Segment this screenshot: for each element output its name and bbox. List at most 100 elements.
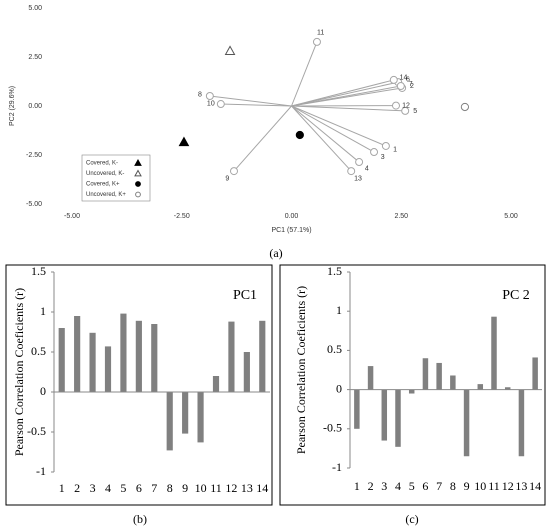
legend-label: Covered, K+ bbox=[86, 182, 120, 188]
bar bbox=[367, 366, 374, 390]
x-tick-label: 6 bbox=[422, 479, 428, 493]
x-tick-label: 7 bbox=[436, 479, 442, 493]
x-axis-label: PC1 (57.1%) bbox=[271, 227, 311, 234]
bar bbox=[491, 316, 497, 390]
vector-label: 9 bbox=[225, 175, 229, 182]
x-tick-label: 1 bbox=[354, 479, 360, 493]
vector-label: 6 bbox=[406, 77, 410, 84]
bar bbox=[504, 387, 511, 390]
x-tick-label: 2 bbox=[74, 481, 80, 495]
x-tick-label: 8 bbox=[450, 479, 456, 493]
bar bbox=[518, 389, 525, 457]
vector-label: 10 bbox=[207, 101, 215, 108]
point bbox=[295, 130, 304, 140]
y-tick-label: 0.5 bbox=[31, 344, 46, 358]
bar bbox=[422, 358, 429, 390]
vector-line bbox=[291, 105, 406, 112]
y-axis-label: Pearson Correlation Coeficients (r) bbox=[12, 288, 26, 456]
x-tick-label: 3 bbox=[381, 479, 387, 493]
bar bbox=[120, 313, 127, 392]
vector-line bbox=[291, 105, 375, 153]
bar bbox=[243, 352, 250, 392]
y-tick-label: -5.00 bbox=[26, 201, 42, 208]
vector-label: 4 bbox=[365, 165, 369, 172]
caption: (a) bbox=[269, 246, 282, 260]
vector-end bbox=[229, 167, 238, 176]
vector-label: 13 bbox=[354, 175, 362, 182]
vector-line bbox=[291, 105, 360, 163]
vector-label: 14 bbox=[400, 74, 408, 81]
bar bbox=[228, 321, 235, 392]
y-tick-label: 2.50 bbox=[28, 54, 42, 61]
x-tick-label: 6 bbox=[136, 481, 142, 495]
y-tick-label: -0.5 bbox=[27, 424, 46, 438]
y-axis-label: PC2 (29.6%) bbox=[9, 86, 16, 126]
bar bbox=[74, 316, 81, 392]
vector-label: 12 bbox=[402, 102, 410, 109]
y-tick-label: 0 bbox=[336, 381, 342, 395]
vector-label: 3 bbox=[381, 154, 385, 161]
bar bbox=[212, 376, 220, 392]
vector-label: 5 bbox=[413, 108, 417, 115]
bar bbox=[166, 392, 173, 451]
caption: (c) bbox=[405, 512, 418, 526]
x-tick-label: 11 bbox=[210, 481, 222, 495]
x-tick-label: 5.00 bbox=[504, 213, 518, 220]
vector-label: 8 bbox=[198, 92, 202, 99]
y-tick-label: 1.5 bbox=[31, 264, 46, 278]
vector-line bbox=[233, 105, 292, 172]
legend-label: Uncovered, K+ bbox=[86, 192, 126, 198]
y-tick-label: 1.5 bbox=[327, 264, 342, 278]
vector-end bbox=[347, 167, 356, 176]
legend-marker bbox=[135, 191, 141, 198]
vector-line bbox=[291, 85, 401, 107]
legend-label: Uncovered, K- bbox=[86, 171, 124, 177]
y-tick-label: 5.00 bbox=[28, 5, 42, 12]
x-tick-label: 0.00 bbox=[285, 213, 299, 220]
vector-line bbox=[291, 81, 399, 107]
y-tick-label: -2.50 bbox=[26, 152, 42, 159]
bar bbox=[197, 392, 204, 443]
vector-end bbox=[216, 100, 225, 109]
x-tick-label: 9 bbox=[464, 479, 470, 493]
caption: (b) bbox=[133, 512, 147, 526]
x-tick-label: 10 bbox=[195, 481, 207, 495]
x-tick-label: 5 bbox=[409, 479, 415, 493]
point bbox=[224, 45, 236, 56]
point bbox=[178, 136, 190, 147]
y-tick-label: 1 bbox=[336, 303, 342, 317]
vector-label: 11 bbox=[317, 29, 324, 36]
bar bbox=[395, 389, 401, 447]
x-tick-label: 3 bbox=[90, 481, 96, 495]
x-tick-label: 1 bbox=[59, 481, 65, 495]
bar bbox=[408, 389, 415, 394]
x-tick-label: 4 bbox=[105, 481, 111, 495]
bar bbox=[135, 320, 142, 392]
point bbox=[460, 102, 470, 112]
x-tick-label: 8 bbox=[167, 481, 173, 495]
y-tick-label: 1 bbox=[40, 304, 46, 318]
bar bbox=[182, 392, 189, 434]
bar bbox=[104, 346, 112, 392]
bar bbox=[477, 384, 484, 390]
y-tick-label: -1 bbox=[36, 464, 46, 478]
vector-label: 2 bbox=[410, 83, 414, 90]
vector-end bbox=[401, 106, 410, 115]
x-tick-label: 14 bbox=[529, 479, 541, 493]
vector-line bbox=[291, 105, 387, 147]
x-tick-label: -2.50 bbox=[174, 213, 190, 220]
y-axis-label: Pearson Correlation Coeficients (r) bbox=[294, 286, 308, 454]
bar bbox=[58, 328, 65, 392]
vector-label: 7 bbox=[409, 81, 413, 88]
x-tick-label: 9 bbox=[182, 481, 188, 495]
x-tick-label: 2.50 bbox=[394, 213, 408, 220]
vector-end bbox=[205, 92, 214, 101]
vector-line bbox=[220, 103, 292, 107]
x-tick-label: -5.00 bbox=[64, 213, 80, 220]
bar bbox=[532, 357, 538, 390]
vector-end bbox=[391, 101, 400, 110]
vector-end bbox=[396, 82, 405, 91]
x-tick-label: 4 bbox=[395, 479, 401, 493]
bar bbox=[463, 389, 470, 457]
